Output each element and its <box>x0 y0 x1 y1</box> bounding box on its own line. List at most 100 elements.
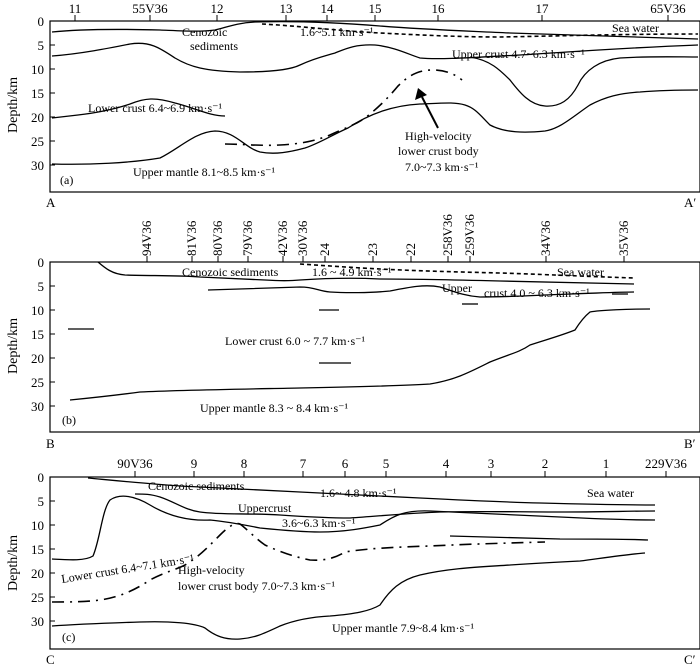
station-label: 17 <box>536 1 550 16</box>
station-label: 13 <box>280 1 293 16</box>
depth-tick: 5 <box>38 494 45 509</box>
profile-end-label: C′ <box>684 652 696 667</box>
hvlc-label-line3: 7.0~7.3 km·s⁻¹ <box>405 160 479 174</box>
upper-crust-base-right-line <box>449 535 649 541</box>
profile-start-label: B <box>46 436 55 451</box>
station-label: 81V36 <box>184 220 199 256</box>
depth-tick: 5 <box>38 279 45 294</box>
sea-water-label: Sea water <box>612 21 659 35</box>
sediment-base-line <box>51 42 699 73</box>
panel-b-depth-ticks: 0 5 10 15 20 25 30 <box>31 255 44 414</box>
moho-line <box>51 89 699 165</box>
profile-start-label: A <box>46 195 56 210</box>
panel-a-top-ticks: 11 55V36 12 13 14 15 16 17 65V36 <box>69 1 686 16</box>
station-label: 8 <box>241 456 248 471</box>
upper-mantle-label: Upper mantle 7.9~8.4 km·s⁻¹ <box>332 621 474 635</box>
upper-label: Upper <box>442 281 472 295</box>
station-label: 30V36 <box>295 220 310 256</box>
panel-label: (a) <box>60 173 73 187</box>
sea-water-boundary <box>261 23 699 38</box>
station-label: 12 <box>211 1 224 16</box>
depth-tick: 10 <box>31 518 44 533</box>
upper-crust-velocity-label: 3.6~6.3 km·s⁻¹ <box>282 516 356 530</box>
moho-line <box>51 552 646 640</box>
station-label: 80V36 <box>210 220 225 256</box>
hvlc-label-line1: High-velocity <box>178 563 245 577</box>
uppercrust-label: Uppercrust <box>238 501 292 515</box>
station-label: 55V36 <box>132 1 168 16</box>
seafloor-line <box>97 261 635 285</box>
panel-b-frame <box>49 261 700 433</box>
depth-tick: 5 <box>38 38 45 53</box>
depth-tick: 10 <box>31 62 44 77</box>
panel-c-top-tick-marks <box>134 471 667 477</box>
upper-lower-crust-boundary <box>51 98 226 119</box>
station-label: 9 <box>191 456 198 471</box>
panel-b-depth-tick-marks <box>50 261 55 407</box>
hvlc-outline <box>224 69 463 147</box>
arrow-head-icon <box>415 88 427 100</box>
depth-tick: 0 <box>38 470 45 485</box>
panel-b-top-ticks: 94V36 81V36 80V36 79V36 42V36 30V36 24 2… <box>139 214 631 256</box>
depth-tick: 30 <box>31 158 44 173</box>
station-label: 2 <box>542 456 549 471</box>
lower-crust-label: Lower crust 6.4~6.9 km·s⁻¹ <box>88 101 222 115</box>
station-label: 42V36 <box>275 220 290 256</box>
station-label: 4 <box>443 456 450 471</box>
panel-label: (b) <box>62 413 76 427</box>
sediments-label: sediments <box>190 39 238 53</box>
hvlc-label-line1: High-velocity <box>405 129 472 143</box>
station-label: 3 <box>488 456 495 471</box>
depth-tick: 25 <box>31 375 44 390</box>
depth-tick: 15 <box>31 86 44 101</box>
sea-water-label: Sea water <box>557 265 604 279</box>
station-label: 35V36 <box>616 220 631 256</box>
station-label: 16 <box>432 1 446 16</box>
panel-a-top-tick-marks <box>74 15 669 21</box>
crust-label: crust 4.0 ~ 6.3 km·s⁻¹ <box>484 286 590 300</box>
station-label: 23 <box>365 243 380 256</box>
station-label: 11 <box>69 1 82 16</box>
profile-end-label: B′ <box>684 436 696 451</box>
sediment-velocity-label: 1.6~5.1 km·s⁻¹ <box>300 25 374 39</box>
sediment-base-line <box>207 285 635 298</box>
station-label: 6 <box>342 456 349 471</box>
cenozoic-label: Cenozoic sediments <box>148 479 245 493</box>
depth-tick: 20 <box>31 566 44 581</box>
hvlc-outline <box>51 522 546 603</box>
panel-a-depth-tick-marks <box>50 20 55 166</box>
lower-crust-label: Lower crust 6.4~7.1 km·s⁻¹ <box>60 551 195 586</box>
station-label: 94V36 <box>139 220 154 256</box>
station-label: 24 <box>317 243 332 257</box>
depth-tick: 0 <box>38 255 45 270</box>
seafloor-line <box>51 20 699 40</box>
upper-crust-base-line <box>51 495 656 561</box>
sediment-velocity-label: 1.6 ~ 4.9 km·s⁻¹ <box>312 265 392 279</box>
moho-line <box>69 308 651 401</box>
panel-c-frame <box>49 476 700 650</box>
sediment-base-line <box>134 493 656 519</box>
depth-tick: 20 <box>31 110 44 125</box>
depth-tick: 0 <box>38 14 45 29</box>
depth-tick: 15 <box>31 542 44 557</box>
station-label: 229V36 <box>645 456 687 471</box>
reflector-segments <box>68 293 628 364</box>
cenozoic-label: Cenozoic sediments <box>182 265 279 279</box>
depth-tick: 10 <box>31 303 44 318</box>
panel-c-depth-tick-marks <box>50 476 55 622</box>
profile-end-label: A′ <box>684 195 696 210</box>
station-label: 1 <box>603 456 610 471</box>
depth-tick: 15 <box>31 327 44 342</box>
station-label: 15 <box>369 1 382 16</box>
panel-a: 11 55V36 12 13 14 15 16 17 65V36 0 5 10 … <box>6 1 700 210</box>
depth-axis-label: Depth/km <box>6 535 21 591</box>
upper-mantle-label: Upper mantle 8.3 ~ 8.4 km·s⁻¹ <box>200 401 348 415</box>
upper-crust-base-right <box>469 56 699 107</box>
depth-axis-label: Depth/km <box>6 77 21 133</box>
hvlc-label-line2: lower crust body 7.0~7.3 km·s⁻¹ <box>178 579 335 593</box>
depth-tick: 30 <box>31 614 44 629</box>
station-label: 90V36 <box>117 456 153 471</box>
profile-start-label: C <box>46 652 55 667</box>
panel-c-depth-ticks: 0 5 10 15 20 25 30 <box>31 470 44 629</box>
depth-axis-label: Depth/km <box>6 318 21 374</box>
